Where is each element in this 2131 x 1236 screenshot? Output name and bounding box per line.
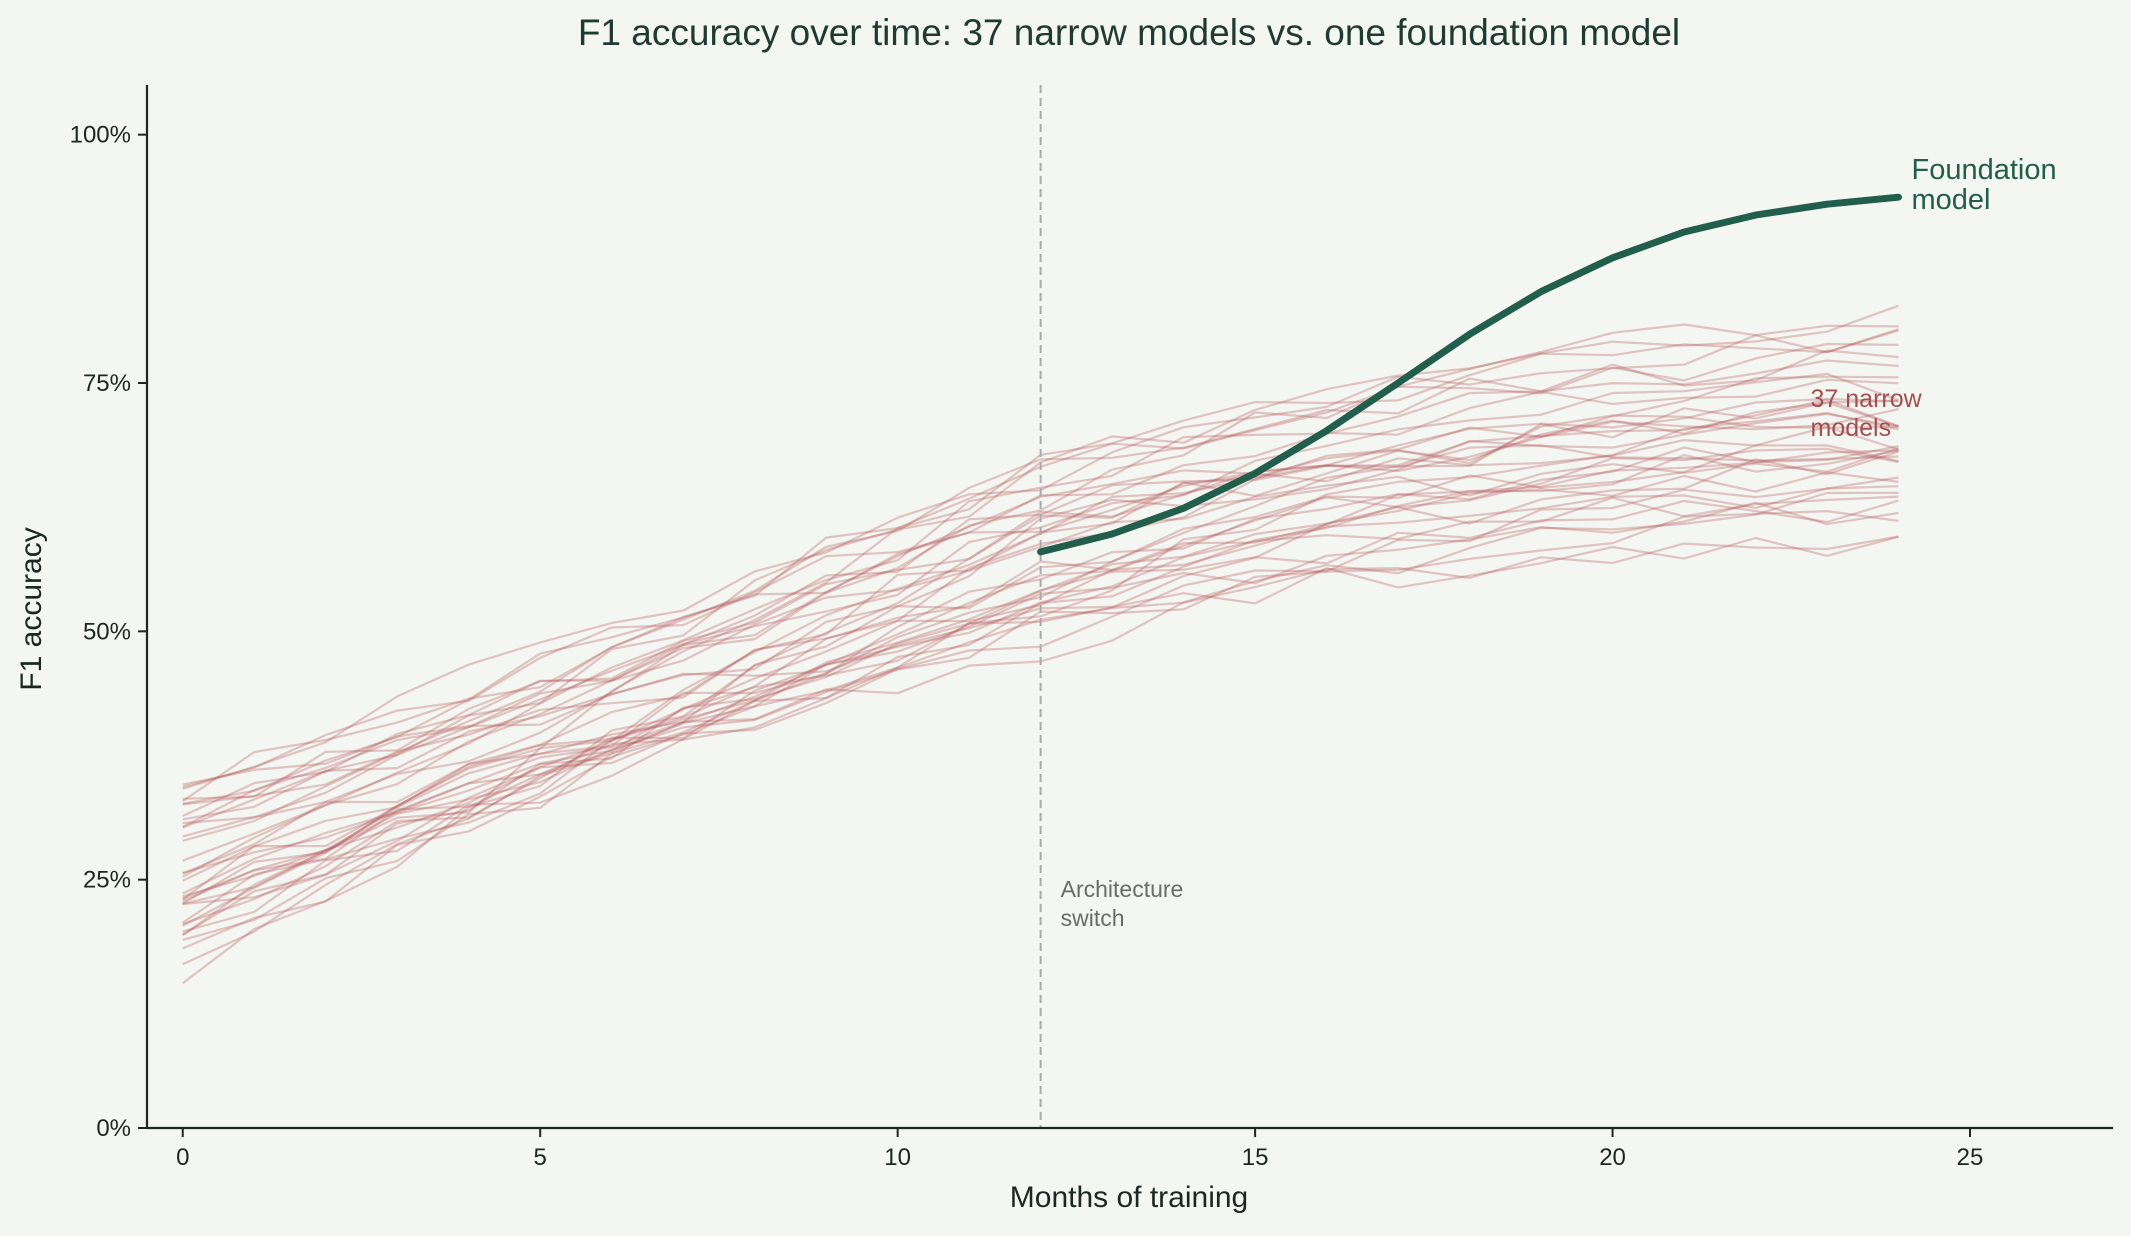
chart-title: F1 accuracy over time: 37 narrow models … — [578, 12, 1680, 53]
architecture-switch-annotation-line1: Architecture — [1061, 876, 1184, 902]
foundation-model-label-line1: Foundation — [1912, 154, 2057, 186]
narrow-model-line — [182, 449, 1899, 933]
y-axis-label: F1 accuracy — [15, 527, 48, 690]
narrow-models-label-line2: models — [1811, 414, 1892, 442]
architecture-switch-annotation-line2: switch — [1061, 905, 1125, 931]
foundation-model-label-line2: model — [1912, 184, 1991, 216]
narrow-model-line — [182, 412, 1899, 950]
x-tick-label: 20 — [1599, 1144, 1626, 1171]
foundation-model-line — [1037, 193, 1902, 556]
narrow-models-label-line1: 37 narrow — [1811, 385, 1923, 413]
narrow-model-line — [182, 495, 1899, 926]
x-tick-label: 5 — [534, 1144, 547, 1171]
narrow-model-line — [182, 323, 1899, 878]
narrow-model-line — [182, 359, 1899, 862]
x-tick-label: 10 — [884, 1144, 911, 1171]
foundation-model-group — [1037, 193, 1902, 556]
narrow-model-line — [182, 471, 1899, 906]
x-tick-label: 25 — [1957, 1144, 1984, 1171]
x-tick-label: 15 — [1242, 1144, 1269, 1171]
x-tick-label: 0 — [176, 1144, 189, 1171]
axes — [145, 85, 2113, 1130]
narrow-model-line — [182, 476, 1899, 901]
y-tick-label: 0% — [96, 1115, 131, 1142]
y-tick-label: 50% — [83, 618, 131, 645]
narrow-model-line — [182, 499, 1899, 924]
x-axis-label: Months of training — [1010, 1181, 1248, 1214]
narrow-model-line — [182, 349, 1899, 842]
narrow-model-line — [182, 425, 1899, 875]
tick-marks: 0 5 10 15 20 25 0% 25% 50% 75% 100% — [70, 122, 1984, 1171]
narrow-model-line — [182, 397, 1899, 985]
y-tick-label: 100% — [70, 122, 131, 149]
narrow-model-line — [182, 447, 1899, 900]
y-tick-label: 25% — [83, 867, 131, 894]
y-tick-label: 75% — [83, 370, 131, 397]
